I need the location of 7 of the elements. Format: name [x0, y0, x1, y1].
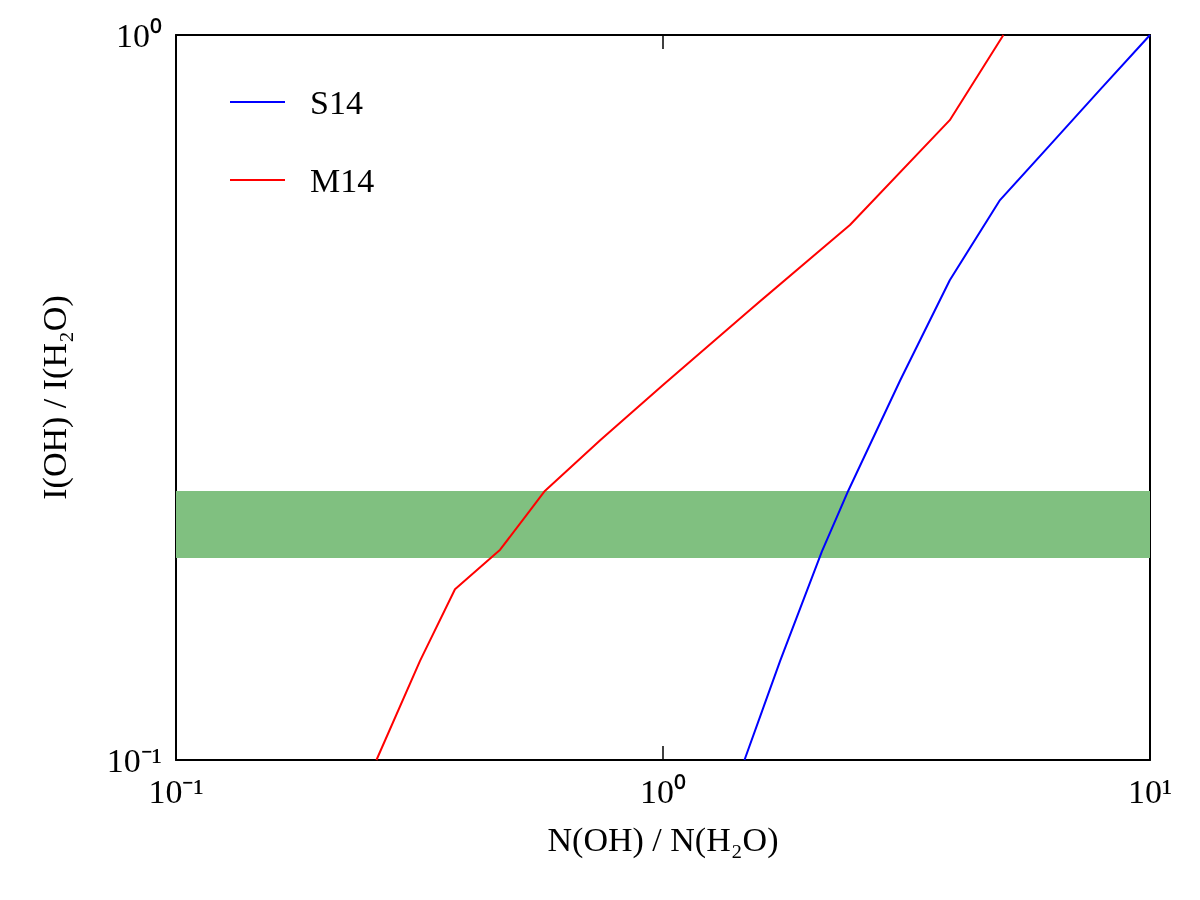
x-tick-label: 10⁻¹	[148, 772, 204, 810]
x-tick-label: 10⁰	[640, 772, 686, 810]
legend-label: M14	[310, 161, 375, 199]
y-axis-title: I(OH) / I(H₂O)	[35, 295, 74, 500]
legend-label: S14	[310, 83, 363, 121]
x-axis-title: N(OH) / N(H₂O)	[547, 820, 779, 859]
x-tick-label: 10¹	[1127, 772, 1173, 810]
